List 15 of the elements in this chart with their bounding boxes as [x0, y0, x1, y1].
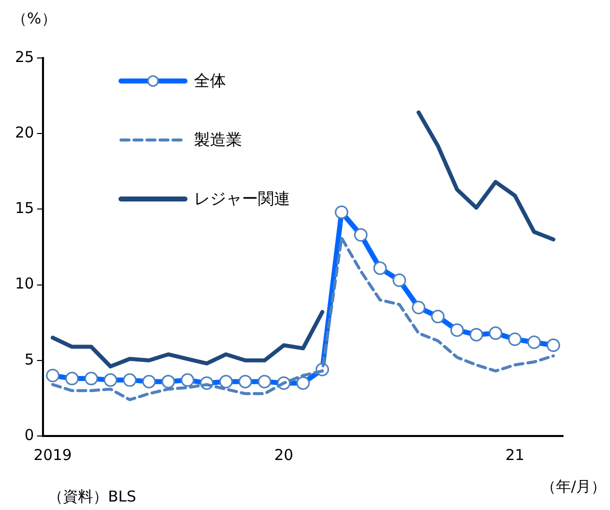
legend-label: 製造業 [194, 130, 242, 150]
y-tick-label: 0 [24, 426, 34, 444]
x-axis-title: （年/月） [540, 477, 606, 496]
y-tick-label: 25 [14, 48, 34, 66]
legend-label: レジャー関連 [194, 188, 290, 210]
x-tick-label: 21 [505, 446, 524, 464]
legend-label: 全体 [194, 70, 226, 92]
x-tick-label: 2019 [34, 446, 72, 464]
y-tick-label: 20 [14, 123, 34, 142]
y-tick-label: 10 [14, 274, 34, 293]
x-tick-label: 20 [274, 446, 294, 464]
y-tick-label: 5 [24, 350, 34, 368]
y-axis-title: （%） [12, 9, 56, 28]
y-tick-label: 15 [14, 199, 34, 218]
text: （資料）BLS [48, 487, 136, 506]
